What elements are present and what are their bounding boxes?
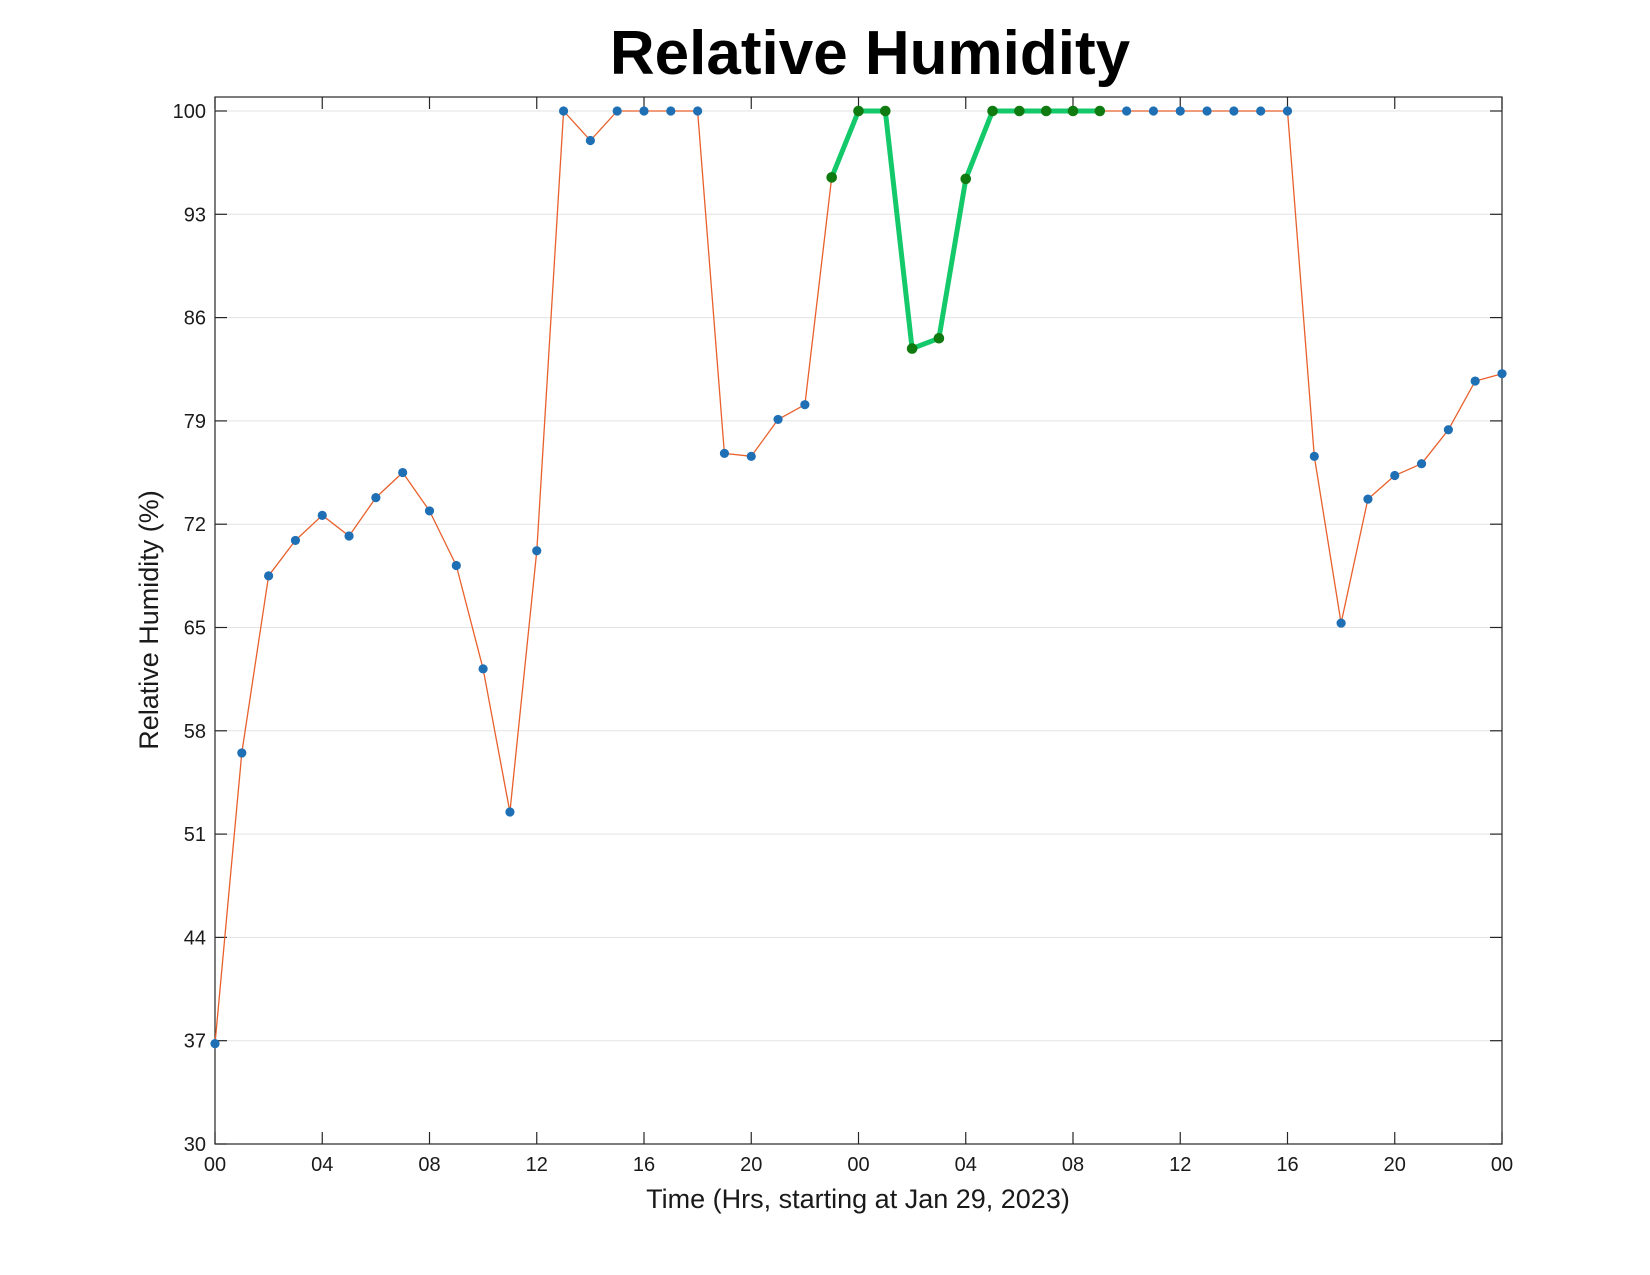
data-point [1336,618,1346,628]
data-point [1470,376,1480,386]
data-point [1175,106,1185,116]
x-axis-label: Time (Hrs, starting at Jan 29, 2023) [646,1184,1070,1214]
x-tick-label: 00 [847,1154,869,1176]
data-point [237,748,247,758]
series-layer [210,105,1507,1049]
data-point [371,493,381,503]
data-point [505,807,515,817]
data-point [773,414,783,425]
data-point [1094,105,1106,117]
data-point [612,106,622,116]
data-point [451,560,461,571]
data-point [585,135,595,146]
x-tick-label: 04 [955,1154,977,1176]
grid-lines [215,110,1502,1145]
y-tick-label: 79 [184,411,206,433]
y-tick-label: 93 [184,204,206,226]
data-point [800,400,810,410]
y-tick-label: 72 [184,514,206,536]
data-point [532,546,542,556]
x-tick-label: 00 [1491,1154,1513,1176]
data-point [1309,451,1319,461]
y-tick-label: 44 [184,927,206,949]
x-tick-label: 12 [1169,1154,1191,1176]
y-axis-label: Relative Humidity (%) [134,490,164,750]
data-point [1390,470,1400,481]
y-tick-label: 37 [184,1031,206,1053]
data-point [1014,105,1025,117]
data-point [210,1039,220,1049]
data-point [906,343,918,354]
data-point [1443,425,1453,435]
y-tick-label: 58 [184,721,206,743]
data-point [1122,106,1132,116]
x-tick-label: 20 [740,1154,762,1176]
x-tick-label: 08 [418,1154,440,1176]
x-tick-label: 00 [204,1154,226,1176]
data-point [1256,106,1266,116]
plot-frame [214,96,1503,1145]
y-tick-label: 30 [184,1134,206,1156]
data-point [264,571,274,581]
data-point [719,448,730,458]
data-point [558,106,569,116]
x-tick-label: 16 [633,1154,655,1176]
data-point [693,106,703,116]
y-tick-label: 51 [184,824,206,846]
data-point [639,106,649,116]
data-point [317,510,327,520]
data-point [1148,106,1159,116]
data-point [344,531,354,541]
x-tick-label: 08 [1062,1154,1084,1176]
data-point [666,106,676,116]
data-point [1497,369,1507,379]
data-point [933,332,945,344]
y-tick-label: 100 [173,101,206,123]
data-point [987,105,998,117]
x-tick-label: 04 [311,1154,333,1176]
data-point [1416,459,1427,469]
series-line-1 [829,108,1100,352]
data-point [398,467,408,478]
y-tick-label: 86 [184,308,206,330]
chart-title: Relative Humidity [609,19,1131,88]
data-point [853,105,864,117]
x-tick-label: 16 [1276,1154,1298,1176]
data-point [960,173,972,185]
data-point [1067,105,1079,117]
data-point [290,535,301,546]
data-point [424,506,435,516]
x-tick-label: 20 [1384,1154,1406,1176]
data-point [1202,106,1212,116]
data-point [478,664,488,674]
y-tick-label: 65 [184,618,206,640]
data-point [1282,106,1293,116]
data-point [1229,106,1239,116]
series-line-0 [214,110,1503,1044]
data-point [1363,494,1373,504]
axis-ticks: 30 37 44 51 58 65 72 79 86 93 100 00 04 08 12 16 20 00 04 0… [173,97,1513,1176]
data-point [746,451,756,461]
data-point [880,105,891,117]
x-tick-label: 12 [526,1154,548,1176]
data-point [826,172,837,183]
data-point [1040,105,1052,117]
